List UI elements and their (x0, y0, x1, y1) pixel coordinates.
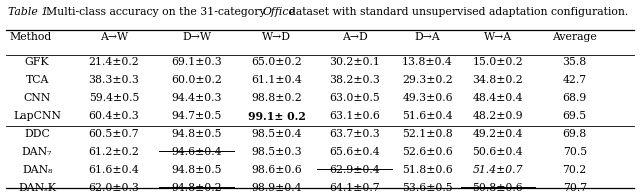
Text: 62.0±0.3: 62.0±0.3 (88, 183, 140, 192)
Text: Table 1.: Table 1. (8, 7, 51, 17)
Text: W→A: W→A (484, 32, 512, 42)
Text: CNN: CNN (24, 93, 51, 103)
Text: D→W: D→W (182, 32, 211, 42)
Text: 98.5±0.3: 98.5±0.3 (251, 147, 302, 157)
Text: Office: Office (262, 7, 295, 17)
Text: 98.5±0.4: 98.5±0.4 (252, 129, 301, 139)
Text: 65.0±0.2: 65.0±0.2 (251, 57, 302, 67)
Text: DANₛK: DANₛK (18, 183, 56, 192)
Text: 38.3±0.3: 38.3±0.3 (88, 75, 140, 85)
Text: 60.0±0.2: 60.0±0.2 (171, 75, 222, 85)
Text: DAN₈: DAN₈ (22, 165, 52, 175)
Text: 98.6±0.6: 98.6±0.6 (251, 165, 302, 175)
Text: 35.8: 35.8 (563, 57, 587, 67)
Text: 61.1±0.4: 61.1±0.4 (251, 75, 302, 85)
Text: Average: Average (552, 32, 597, 42)
Text: 50.8±0.6: 50.8±0.6 (472, 183, 524, 192)
Text: 63.0±0.5: 63.0±0.5 (329, 93, 380, 103)
Text: 49.2±0.4: 49.2±0.4 (473, 129, 523, 139)
Text: dataset with standard unsupervised adaptation configuration.: dataset with standard unsupervised adapt… (289, 7, 628, 17)
Text: 99.1± 0.2: 99.1± 0.2 (248, 111, 305, 122)
Text: 15.0±0.2: 15.0±0.2 (472, 57, 524, 67)
Text: W→D: W→D (262, 32, 291, 42)
Text: 69.8: 69.8 (563, 129, 587, 139)
Text: TCA: TCA (26, 75, 49, 85)
Text: D→A: D→A (415, 32, 440, 42)
Text: 42.7: 42.7 (563, 75, 587, 85)
Text: 62.9±0.4: 62.9±0.4 (329, 165, 380, 175)
Text: 61.2±0.2: 61.2±0.2 (88, 147, 140, 157)
Text: 38.2±0.3: 38.2±0.3 (329, 75, 380, 85)
Text: 98.8±0.2: 98.8±0.2 (251, 93, 302, 103)
Text: 51.8±0.6: 51.8±0.6 (402, 165, 453, 175)
Text: 70.7: 70.7 (563, 183, 587, 192)
Text: 60.4±0.3: 60.4±0.3 (88, 111, 140, 121)
Text: A→D: A→D (342, 32, 367, 42)
Text: 69.5: 69.5 (563, 111, 587, 121)
Text: 70.5: 70.5 (563, 147, 587, 157)
Text: 94.4±0.3: 94.4±0.3 (172, 93, 221, 103)
Text: GFK: GFK (25, 57, 49, 67)
Text: 30.2±0.1: 30.2±0.1 (329, 57, 380, 67)
Text: 60.5±0.7: 60.5±0.7 (88, 129, 140, 139)
Text: 63.1±0.6: 63.1±0.6 (329, 111, 380, 121)
Text: 61.6±0.4: 61.6±0.4 (88, 165, 140, 175)
Text: 98.9±0.4: 98.9±0.4 (252, 183, 301, 192)
Text: A→W: A→W (100, 32, 128, 42)
Text: 68.9: 68.9 (563, 93, 587, 103)
Text: DDC: DDC (24, 129, 50, 139)
Text: Method: Method (10, 32, 52, 42)
Text: 59.4±0.5: 59.4±0.5 (89, 93, 139, 103)
Text: 48.2±0.9: 48.2±0.9 (472, 111, 524, 121)
Text: 63.7±0.3: 63.7±0.3 (329, 129, 380, 139)
Text: 51.6±0.4: 51.6±0.4 (402, 111, 453, 121)
Text: 65.6±0.4: 65.6±0.4 (329, 147, 380, 157)
Text: 94.8±0.5: 94.8±0.5 (172, 165, 221, 175)
Text: 64.1±0.7: 64.1±0.7 (329, 183, 380, 192)
Text: 48.4±0.4: 48.4±0.4 (473, 93, 523, 103)
Text: 94.8±0.2: 94.8±0.2 (171, 183, 222, 192)
Text: 52.1±0.8: 52.1±0.8 (402, 129, 453, 139)
Text: DAN₇: DAN₇ (22, 147, 52, 157)
Text: 51.4±0.7: 51.4±0.7 (473, 165, 523, 175)
Text: 94.7±0.5: 94.7±0.5 (172, 111, 221, 121)
Text: 13.8±0.4: 13.8±0.4 (402, 57, 453, 67)
Text: 53.6±0.5: 53.6±0.5 (402, 183, 453, 192)
Text: 69.1±0.3: 69.1±0.3 (171, 57, 222, 67)
Text: 49.3±0.6: 49.3±0.6 (402, 93, 453, 103)
Text: LapCNN: LapCNN (13, 111, 61, 121)
Text: 34.8±0.2: 34.8±0.2 (472, 75, 524, 85)
Text: 21.4±0.2: 21.4±0.2 (88, 57, 140, 67)
Text: 29.3±0.2: 29.3±0.2 (402, 75, 453, 85)
Text: 50.6±0.4: 50.6±0.4 (472, 147, 524, 157)
Text: Multi-class accuracy on the 31-category: Multi-class accuracy on the 31-category (46, 7, 266, 17)
Text: 94.8±0.5: 94.8±0.5 (172, 129, 221, 139)
Text: 94.6±0.4: 94.6±0.4 (172, 147, 221, 157)
Text: 52.6±0.6: 52.6±0.6 (402, 147, 453, 157)
Text: 70.2: 70.2 (563, 165, 587, 175)
